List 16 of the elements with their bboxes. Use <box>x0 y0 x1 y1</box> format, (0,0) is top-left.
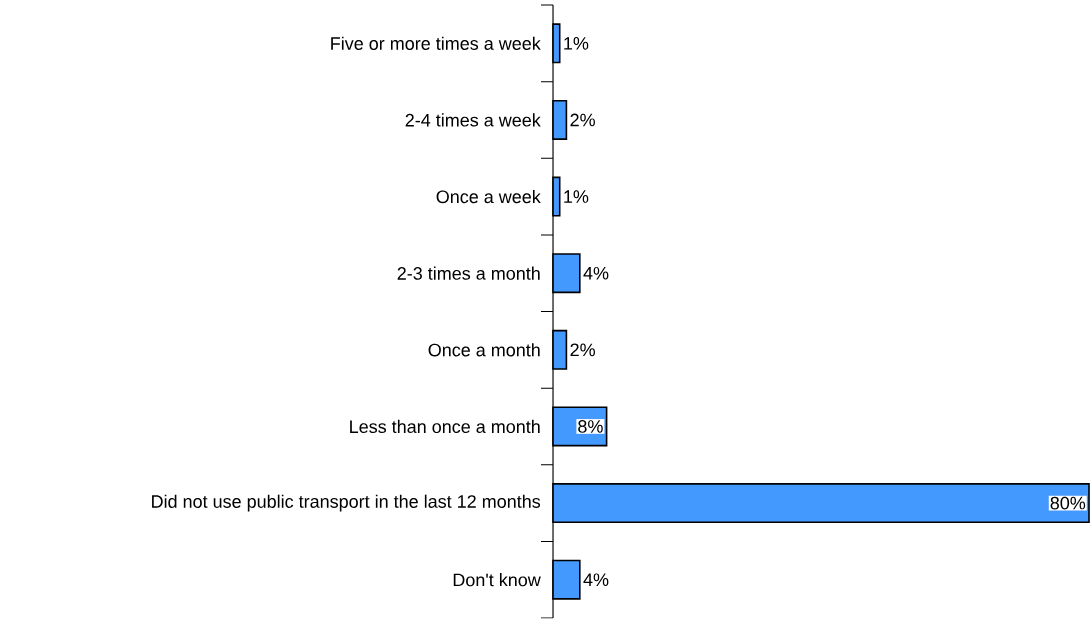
y-tick-label: Five or more times a week <box>331 36 541 51</box>
y-tick-label: Don't know <box>453 573 541 587</box>
y-tick-label: 2-3 times a month <box>397 266 540 281</box>
y-tick-label: 2-4 times a week <box>405 113 541 127</box>
y-tick-label: Once a week <box>436 190 541 204</box>
y-tick-label: Did not use public transport in the last 12 months <box>152 494 541 512</box>
data-label: 2% <box>570 343 595 357</box>
data-label: 1% <box>564 190 589 204</box>
y-tick-label: Once a month <box>428 343 540 357</box>
data-label: 1% <box>564 37 589 50</box>
data-label: 80% <box>1050 496 1086 510</box>
data-label: 2% <box>570 113 595 127</box>
data-label: 4% <box>583 267 609 280</box>
y-tick-label: Less than once a month <box>350 420 540 434</box>
data-label: 4% <box>583 573 609 587</box>
data-label: 8% <box>578 420 603 434</box>
